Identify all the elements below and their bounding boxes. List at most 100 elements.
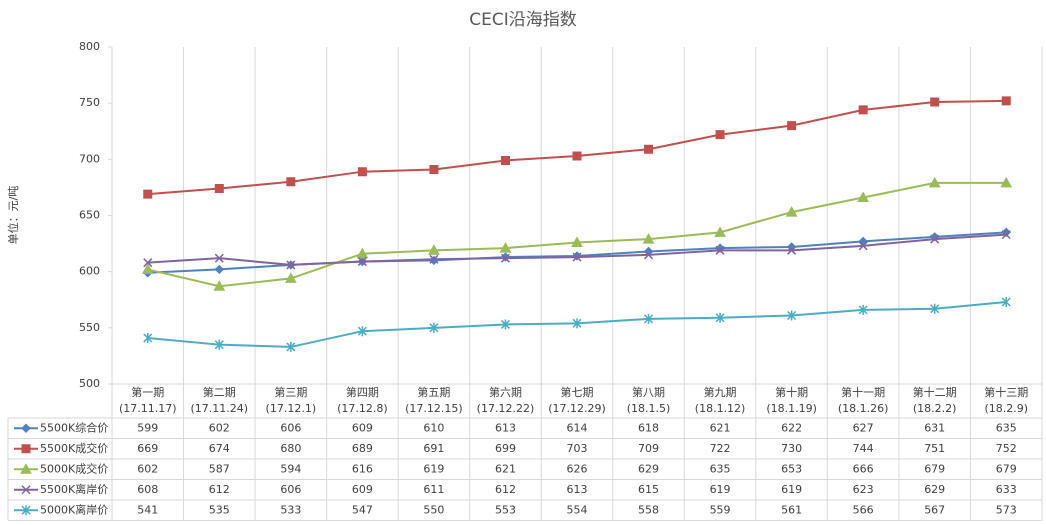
y-tick-label: 800: [79, 40, 100, 53]
data-point: [715, 245, 725, 255]
data-point: [571, 236, 583, 247]
table-value: 615: [638, 483, 659, 496]
x-tick-label: 第七期: [561, 385, 594, 399]
x-tick-date: (17.12.8): [337, 402, 388, 415]
x-tick-label: 第十期: [775, 385, 808, 399]
table-value: 602: [209, 421, 230, 434]
x-tick-label: 第九期: [704, 385, 737, 399]
chart-title: CECI沿海指数: [469, 10, 577, 30]
table-value: 689: [352, 442, 373, 455]
table-value: 666: [853, 462, 874, 475]
x-tick-label: 第八期: [632, 385, 665, 399]
data-point: [928, 176, 941, 188]
data-point: [1000, 176, 1013, 188]
table-value: 612: [495, 483, 516, 496]
data-point: [357, 257, 367, 267]
data-point: [930, 97, 940, 107]
data-point: [500, 252, 511, 262]
table-value: 722: [710, 442, 731, 455]
y-axis-label: 单位：元/吨: [6, 186, 20, 245]
table-value: 627: [853, 421, 874, 434]
data-point: [1001, 296, 1011, 307]
x-tick-label: 第六期: [489, 385, 522, 399]
data-point: [930, 234, 940, 244]
x-tick-date: (18.1.12): [695, 402, 746, 415]
table-value: 533: [280, 503, 301, 516]
x-tick-date: (17.11.24): [191, 402, 249, 415]
x-tick-date: (18.2.9): [984, 402, 1028, 415]
data-point: [214, 264, 225, 275]
data-point: [429, 322, 439, 333]
legend-marker: [20, 463, 32, 474]
data-point: [572, 252, 582, 262]
table-value: 752: [996, 442, 1017, 455]
legend-label: 5500K成交价: [40, 441, 108, 455]
data-point: [1001, 230, 1011, 240]
table-value: 550: [423, 503, 444, 516]
data-point: [858, 105, 868, 115]
y-tick-label: 700: [79, 152, 100, 165]
x-tick-date: (18.2.2): [913, 402, 957, 415]
x-tick-label: 第五期: [417, 385, 450, 399]
table-value: 633: [996, 483, 1017, 496]
table-value: 679: [996, 462, 1017, 475]
table-value: 626: [567, 462, 588, 475]
table-value: 616: [352, 462, 373, 475]
table-value: 709: [638, 442, 659, 455]
table-value: 699: [495, 442, 516, 455]
table-value: 619: [781, 483, 802, 496]
y-tick-label: 750: [79, 96, 100, 109]
legend-label: 5000K成交价: [40, 461, 108, 475]
data-point: [429, 255, 439, 266]
table-value: 611: [423, 483, 444, 496]
table-value: 635: [996, 421, 1017, 434]
data-point: [644, 250, 654, 260]
table-value: 606: [280, 483, 301, 496]
y-tick-label: 550: [79, 321, 100, 334]
series-line: [147, 99, 1007, 196]
data-point: [214, 184, 224, 194]
table-value: 751: [924, 442, 945, 455]
table-value: 619: [710, 483, 731, 496]
table-value: 679: [924, 462, 945, 475]
data-point: [572, 151, 582, 161]
table-value: 535: [209, 503, 230, 516]
data-point: [286, 260, 296, 270]
data-point: [642, 233, 655, 244]
table-value: 621: [495, 462, 516, 475]
table-value: 680: [280, 442, 301, 455]
table-value: 606: [280, 421, 301, 434]
legend-marker: [21, 485, 31, 495]
table-value: 629: [638, 462, 659, 475]
data-point: [930, 303, 940, 314]
table-value: 703: [567, 442, 588, 455]
table-value: 566: [853, 503, 874, 516]
legend-marker: [21, 505, 31, 516]
data-point: [214, 253, 224, 263]
table-value: 554: [567, 503, 588, 516]
x-tick-date: (18.1.26): [838, 402, 889, 415]
table-value: 573: [996, 503, 1017, 516]
y-tick-label: 600: [79, 265, 100, 278]
data-point: [286, 341, 296, 352]
data-point: [214, 339, 224, 350]
table-value: 599: [137, 421, 158, 434]
table-value: 612: [209, 483, 230, 496]
data-point: [429, 164, 439, 174]
data-point: [357, 167, 367, 177]
data-point: [500, 155, 510, 165]
table-value: 619: [423, 462, 444, 475]
x-tick-label: 第十三期: [984, 385, 1028, 399]
table-value: 613: [495, 421, 516, 434]
table-value: 744: [853, 442, 874, 455]
x-tick-label: 第一期: [131, 385, 164, 399]
table-value: 547: [352, 503, 373, 516]
table-value: 602: [137, 462, 158, 475]
table-value: 587: [209, 462, 230, 475]
data-point: [787, 310, 797, 321]
table-value: 691: [423, 442, 444, 455]
data-point: [500, 319, 510, 330]
data-point: [357, 326, 367, 337]
data-point: [787, 121, 797, 131]
